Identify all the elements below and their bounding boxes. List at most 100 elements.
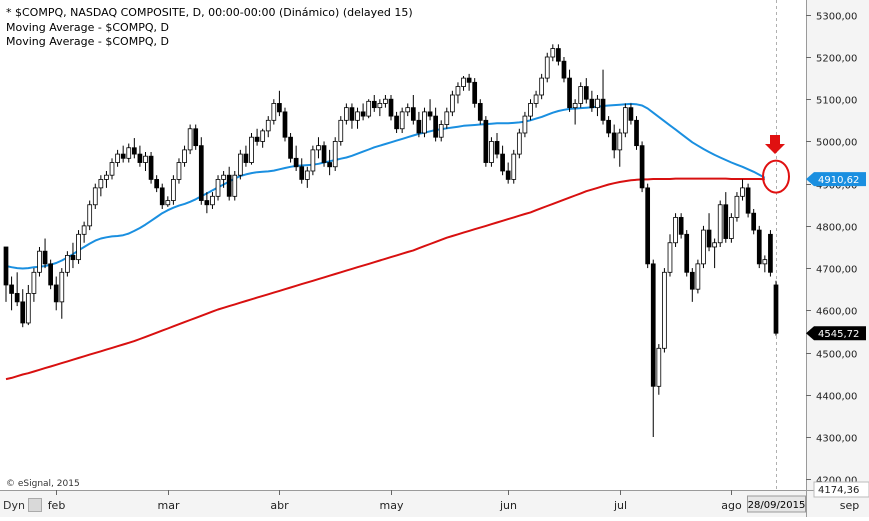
- candle: [70, 242, 76, 269]
- candle: [561, 56, 567, 83]
- candle-body: [422, 111, 427, 134]
- candle-body: [628, 107, 634, 121]
- candle-body: [371, 100, 377, 109]
- candle-body: [232, 174, 238, 197]
- candle: [9, 276, 14, 311]
- candle: [505, 162, 511, 184]
- candle: [477, 99, 483, 125]
- candle-body: [483, 119, 489, 163]
- candle: [204, 192, 210, 214]
- candle-body: [745, 187, 751, 214]
- candle-body: [516, 132, 522, 155]
- candle-body: [706, 229, 712, 248]
- candle: [394, 111, 399, 133]
- y-tick-label: 4700,00: [816, 265, 857, 276]
- highlight-value-label-box: [806, 172, 866, 187]
- candle: [143, 151, 148, 171]
- y-tick-label: 5200,00: [816, 54, 857, 65]
- candle-body: [70, 255, 76, 261]
- candle-body: [143, 155, 148, 163]
- candle: [489, 137, 494, 167]
- candle-body: [115, 153, 120, 163]
- candle-body: [126, 147, 132, 159]
- candle: [589, 90, 595, 112]
- candle: [533, 90, 539, 108]
- dyn-label[interactable]: Dyn: [3, 499, 25, 512]
- candle-body: [182, 149, 187, 163]
- candle-body: [756, 229, 762, 265]
- candle-body: [65, 255, 70, 273]
- candle-body: [572, 103, 578, 109]
- candle-body: [3, 246, 9, 286]
- candle: [388, 94, 394, 121]
- candle-body: [9, 284, 14, 294]
- red-circle-crossover: [762, 159, 790, 194]
- candle-body: [500, 153, 505, 172]
- candle: [126, 143, 132, 163]
- candle-body: [31, 271, 37, 294]
- candle-body: [622, 107, 628, 134]
- last-value-label-box: [806, 326, 866, 341]
- candle-body: [249, 136, 254, 163]
- candle-body: [734, 195, 740, 218]
- candle-body: [678, 217, 684, 235]
- candle: [243, 145, 249, 167]
- candle-body: [489, 141, 494, 163]
- bottom-value-label: 4174,36: [818, 485, 859, 496]
- candle-body: [148, 155, 154, 180]
- candle: [662, 268, 667, 353]
- candle-body: [494, 141, 500, 155]
- candle: [734, 192, 740, 222]
- highlight-value-label: 4910,62: [818, 175, 859, 186]
- x-tick-label: feb: [48, 499, 66, 512]
- candle: [606, 116, 611, 138]
- y-tick-label: 4400,00: [816, 392, 857, 403]
- candle: [20, 289, 26, 328]
- candle-body: [137, 153, 143, 163]
- candle: [159, 183, 165, 209]
- candle: [494, 132, 500, 159]
- candle-body: [689, 271, 695, 290]
- candle: [42, 238, 48, 269]
- candle: [53, 276, 59, 311]
- candle-body: [109, 162, 115, 176]
- candle-body: [293, 157, 299, 168]
- x-tick-label: abr: [270, 499, 289, 512]
- candle: [176, 158, 182, 184]
- candle: [265, 116, 271, 138]
- candle: [528, 99, 533, 121]
- dyn-toggle-button[interactable]: [28, 498, 42, 512]
- candle: [131, 138, 137, 159]
- candle: [600, 69, 606, 125]
- candle: [583, 78, 589, 104]
- candle: [650, 259, 656, 437]
- candle-body: [48, 263, 53, 286]
- candle: [31, 268, 37, 302]
- candle-body: [198, 145, 204, 201]
- candle-body: [433, 115, 438, 138]
- candle-body: [544, 56, 550, 79]
- candle: [187, 124, 193, 155]
- candle: [706, 213, 712, 252]
- candle-body: [684, 233, 690, 273]
- candle-body: [561, 60, 567, 79]
- candle-body: [673, 217, 678, 244]
- candle-body: [165, 200, 171, 206]
- x-tick-label: ago: [721, 499, 742, 512]
- candle-body: [455, 86, 461, 96]
- candle-body: [723, 204, 729, 239]
- candle-body: [20, 301, 26, 324]
- last-value-label: 4545,72: [818, 329, 859, 340]
- candle: [371, 94, 377, 112]
- candle-body: [215, 179, 221, 197]
- candle-body: [650, 263, 656, 387]
- candle: [288, 132, 293, 163]
- candle: [695, 259, 701, 294]
- candle: [154, 175, 160, 193]
- candle: [59, 268, 65, 319]
- candle: [282, 107, 288, 142]
- y-axis-panel: [806, 0, 869, 517]
- candle: [65, 251, 70, 277]
- candle-body: [327, 162, 332, 168]
